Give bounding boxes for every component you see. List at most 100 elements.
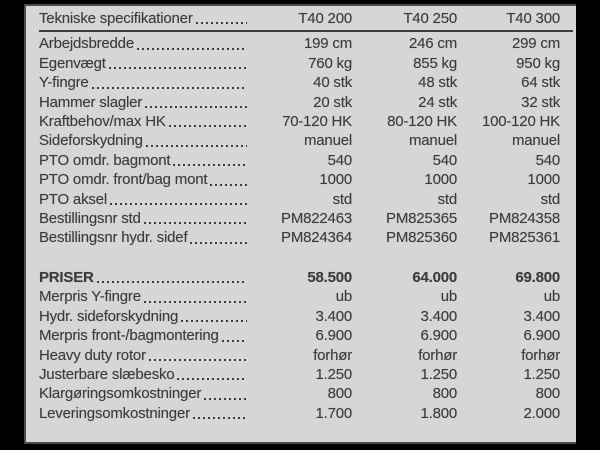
row-value: 199 cm [304, 35, 352, 53]
dot-leader [210, 183, 247, 186]
row-value: 800 [432, 385, 458, 403]
row-label: Justerbare slæbesko [39, 365, 175, 383]
row-label-cell: PTO aksel [39, 190, 255, 209]
dot-leader [181, 320, 247, 323]
row-label-cell: Bestillingsnr std [39, 209, 255, 228]
row-value: ub [335, 288, 352, 306]
row-value: manuel [512, 132, 560, 150]
dot-leader [143, 300, 247, 303]
row-value: std [437, 190, 458, 208]
row-label: PTO omdr. bagmont [39, 151, 171, 169]
dot-leader [204, 397, 247, 400]
table-row: Sideforskydning manuel manuel manuel [39, 131, 576, 150]
dot-leader [136, 47, 247, 50]
table-row: PRISER 58.500 64.000 69.800 [39, 268, 576, 287]
table-row: Hammer slagler 20 stk 24 stk 32 stk [39, 93, 576, 112]
dot-leader [109, 203, 247, 206]
page-title: Tekniske specifikationer [39, 10, 193, 27]
row-value: 6.900 [420, 327, 457, 345]
row-value: 3.400 [523, 307, 560, 325]
row-value: 540 [432, 151, 458, 169]
table-row: Kraftbehov/max HK 70-120 HK 80-120 HK 100-1… [39, 112, 576, 131]
row-label-cell: Arbejdsbredde [39, 34, 255, 53]
row-label: Merpris Y-fingre [39, 288, 141, 306]
row-value: PM822463 [281, 210, 352, 228]
row-label-cell: Hydr. sideforskydning [39, 307, 255, 326]
row-label-cell: Kraftbehov/max HK [39, 112, 255, 131]
row-label: Leveringsomkostninger [39, 404, 190, 422]
row-value: 1.250 [420, 365, 457, 383]
row-label: Bestillingsnr hydr. sidef [39, 229, 188, 247]
row-value: 800 [535, 385, 561, 403]
table-header: Tekniske specifikationer T40 200 T40 250… [39, 9, 573, 33]
table-title-cell: Tekniske specifikationer [39, 9, 255, 28]
row-value: 48 stk [418, 74, 457, 92]
row-label: Hydr. sideforskydning [39, 307, 179, 325]
row-label: Kraftbehov/max HK [39, 113, 166, 131]
row-value: forhør [521, 346, 560, 364]
column-header-t40-200: T40 200 [298, 10, 352, 27]
dot-leader [190, 241, 247, 244]
row-label: Egenvægt [39, 54, 106, 72]
spec-rows-section: Arbejdsbredde 199 cm 246 cm 299 cm Egenvægt 7… [39, 34, 576, 247]
row-value: 800 [327, 385, 353, 403]
row-value: PM825365 [386, 210, 457, 228]
row-value: 299 cm [512, 35, 560, 53]
row-value: PM824364 [281, 229, 352, 247]
row-value: 2.000 [523, 404, 560, 422]
table-row: Arbejdsbredde 199 cm 246 cm 299 cm [39, 34, 576, 53]
row-value: forhør [313, 346, 352, 364]
dot-leader [96, 281, 247, 284]
row-value: 32 stk [521, 93, 560, 111]
row-value: 1.800 [420, 404, 457, 422]
dot-leader [195, 22, 247, 25]
row-label: Merpris front-/bagmontering [39, 327, 219, 345]
row-value: 1000 [527, 171, 560, 189]
row-label-cell: Bestillingsnr hydr. sidef [39, 228, 255, 247]
price-rows-section: PRISER 58.500 64.000 69.800 Merpris Y-fingre… [39, 268, 576, 423]
row-value: 20 stk [313, 93, 352, 111]
row-label-cell: Merpris Y-fingre [39, 287, 255, 306]
table-row: Bestillingsnr std PM822463 PM825365 PM82435… [39, 209, 576, 228]
dot-leader [91, 86, 247, 89]
table-row: Hydr. sideforskydning 3.400 3.400 3.400 [39, 307, 576, 326]
row-value: 70-120 HK [282, 113, 352, 131]
row-value: 540 [535, 151, 561, 169]
row-value: PM824358 [489, 210, 560, 228]
table-row: PTO omdr. front/bag mont 1000 1000 1000 [39, 170, 576, 189]
row-value: manuel [409, 132, 457, 150]
table-row: Justerbare slæbesko 1.250 1.250 1.250 [39, 365, 576, 384]
table-row: PTO aksel std std std [39, 190, 576, 209]
row-value: 3.400 [420, 307, 457, 325]
dot-leader [168, 125, 247, 128]
row-label: PTO omdr. front/bag mont [39, 171, 208, 189]
dot-leader [221, 339, 247, 342]
dot-leader [145, 144, 247, 147]
row-value: 760 kg [308, 54, 352, 72]
row-value: 540 [327, 151, 353, 169]
row-label: PTO aksel [39, 190, 107, 208]
row-label: Y-fingre [39, 74, 89, 92]
dot-leader [177, 378, 247, 381]
row-label: Hammer slagler [39, 93, 143, 111]
row-value: 64 stk [521, 74, 560, 92]
row-value: std [332, 190, 353, 208]
row-label-cell: PTO omdr. front/bag mont [39, 170, 255, 189]
row-label-cell: Heavy duty rotor [39, 346, 255, 365]
table-row: Leveringsomkostninger 1.700 1.800 2.000 [39, 404, 576, 423]
row-value: 6.900 [523, 327, 560, 345]
row-value: PM825361 [489, 229, 560, 247]
row-label-cell: Klargøringsomkostninger [39, 384, 255, 403]
dot-leader [143, 222, 247, 225]
row-value: 246 cm [409, 35, 457, 53]
row-value: 1000 [319, 171, 352, 189]
row-value: 6.900 [315, 327, 352, 345]
row-value: forhør [418, 346, 457, 364]
row-label: Klargøringsomkostninger [39, 385, 202, 403]
column-header-t40-300: T40 300 [506, 10, 560, 27]
dot-leader [192, 417, 247, 420]
row-value: 40 stk [313, 74, 352, 92]
table-row: Egenvægt 760 kg 855 kg 950 kg [39, 54, 576, 73]
row-label: Sideforskydning [39, 132, 143, 150]
row-value: ub [440, 288, 457, 306]
